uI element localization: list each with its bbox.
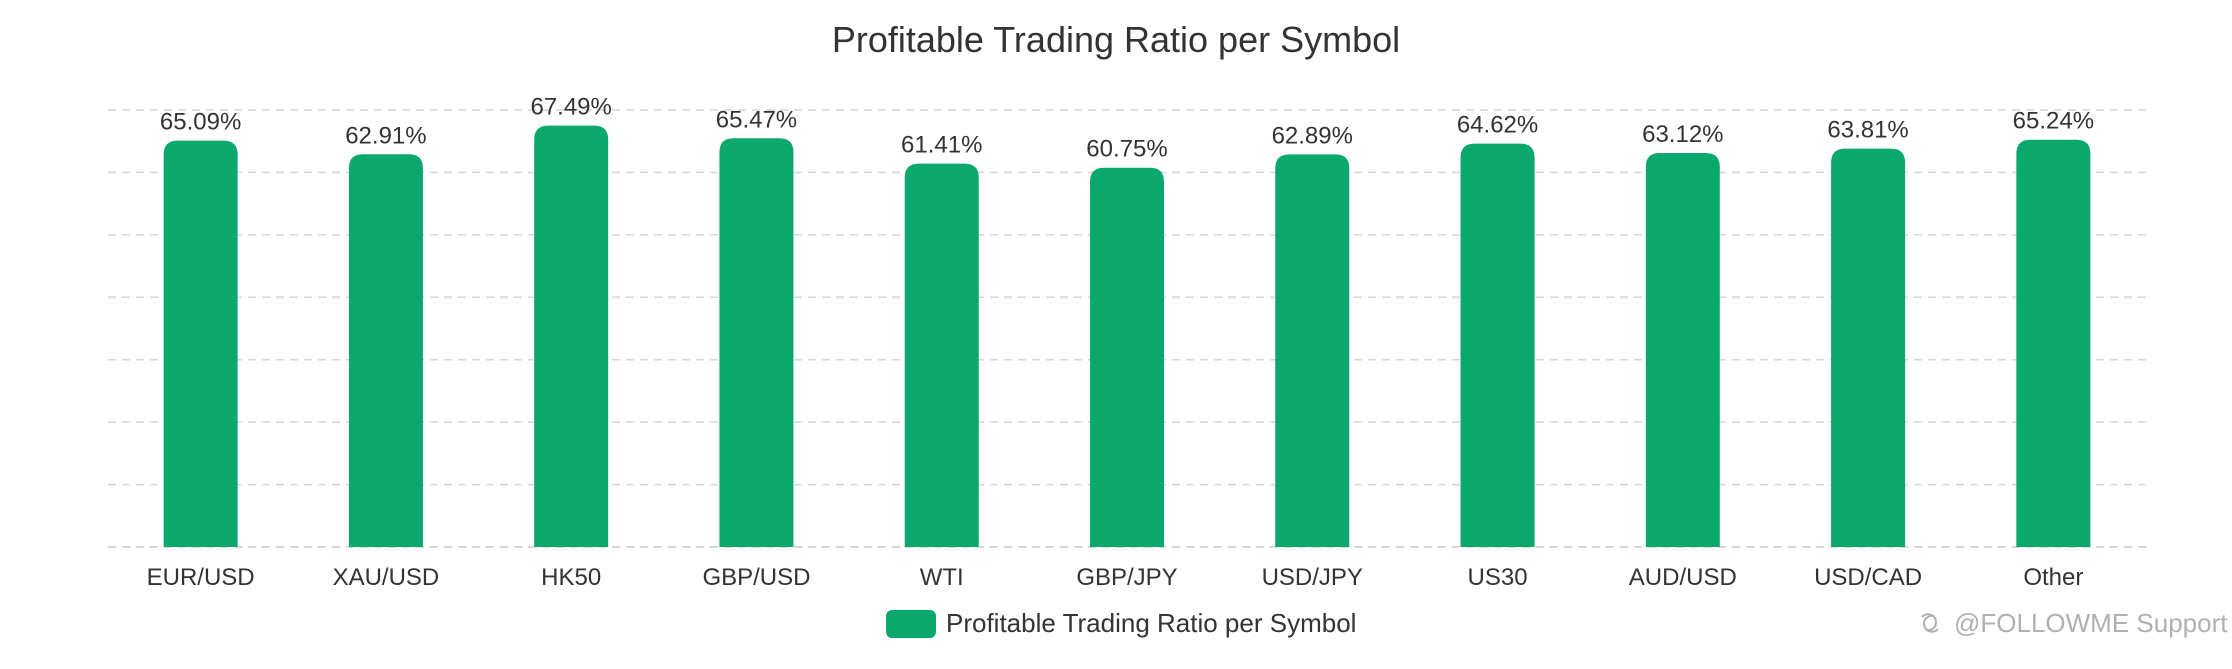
legend-swatch: [886, 610, 936, 638]
bar-usd-jpy[interactable]: [1275, 154, 1350, 547]
data-label: 61.41%: [901, 132, 982, 159]
data-labels: 65.09% 62.91% 67.49% 65.47% 61.41% 60.75% 62.8…: [160, 94, 2094, 163]
x-tick-label: GBP/USD: [702, 564, 810, 591]
data-label: 62.91%: [345, 122, 426, 149]
x-tick-label: GBP/JPY: [1076, 564, 1177, 591]
x-tick-label: HK50: [541, 564, 601, 591]
x-tick-label: AUD/USD: [1629, 564, 1737, 591]
x-tick-label: USD/JPY: [1262, 564, 1363, 591]
x-tick-labels: EUR/USD XAU/USD HK50 GBP/USD WTI GBP/JPY USD/J…: [147, 564, 2084, 591]
x-tick-label: WTI: [920, 564, 964, 591]
bar-aud-usd[interactable]: [1645, 152, 1720, 547]
data-label: 65.47%: [716, 106, 797, 133]
data-label: 64.62%: [1457, 112, 1538, 139]
bar-hk50[interactable]: [534, 125, 609, 548]
data-label: 60.75%: [1086, 136, 1167, 163]
bar-gbp-usd[interactable]: [719, 138, 794, 547]
watermark-text: @FOLLOWME Support: [1954, 608, 2228, 638]
watermark-logo-icon: [1921, 613, 1939, 633]
watermark: @FOLLOWME Support: [1921, 608, 2228, 638]
data-label: 62.89%: [1272, 122, 1353, 149]
data-label: 65.24%: [2013, 108, 2094, 135]
data-label: 65.09%: [160, 109, 241, 136]
x-tick-label: XAU/USD: [333, 564, 440, 591]
bars: [163, 125, 2091, 548]
data-label: 63.12%: [1642, 121, 1723, 148]
bar-wti[interactable]: [904, 163, 979, 547]
bar-usd-cad[interactable]: [1831, 148, 1906, 547]
bar-xau-usd[interactable]: [348, 154, 423, 548]
bar-us30[interactable]: [1460, 143, 1535, 547]
data-label: 67.49%: [530, 94, 611, 121]
data-label: 63.81%: [1827, 117, 1908, 144]
x-tick-label: USD/CAD: [1814, 564, 1922, 591]
legend[interactable]: Profitable Trading Ratio per Symbol: [886, 608, 1356, 638]
x-tick-label: US30: [1468, 564, 1528, 591]
legend-label: Profitable Trading Ratio per Symbol: [946, 608, 1356, 638]
x-tick-label: EUR/USD: [147, 564, 255, 591]
x-tick-label: Other: [2023, 564, 2083, 591]
bar-other[interactable]: [2016, 139, 2091, 547]
bar-gbp-jpy[interactable]: [1090, 167, 1164, 547]
bar-eur-usd[interactable]: [163, 140, 238, 547]
chart-title: Profitable Trading Ratio per Symbol: [832, 19, 1400, 60]
grid-lines: [108, 109, 2146, 548]
